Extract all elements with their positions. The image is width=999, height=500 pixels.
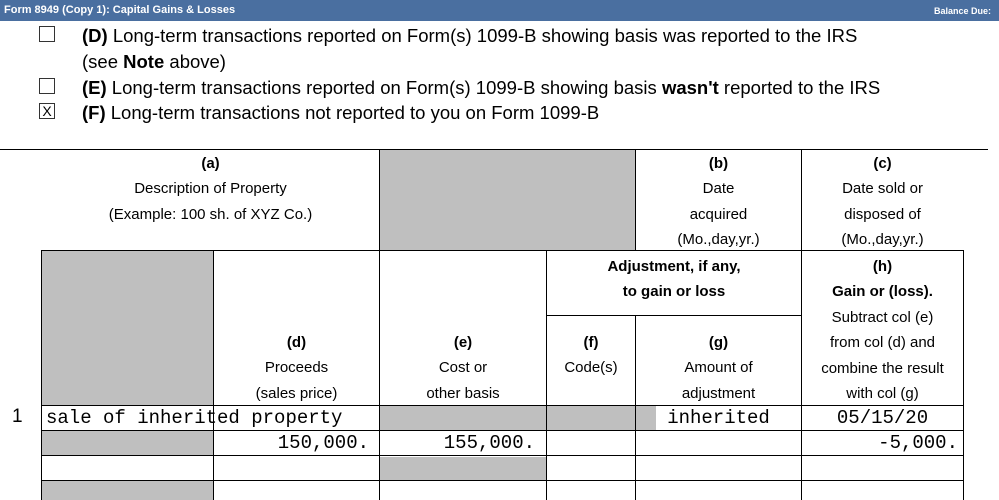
- shaded-cell-top: [380, 150, 635, 250]
- header-h-line5: with col (g): [846, 385, 919, 403]
- header-e-letter: (e): [453, 334, 473, 351]
- header-g-letter: (g): [708, 334, 729, 351]
- header-b-line2: acquired: [689, 205, 748, 223]
- header-g-line1: Amount of: [684, 359, 753, 377]
- option-e-letter: (E): [82, 77, 107, 98]
- option-d-letter: (D): [82, 25, 108, 46]
- header-adjustment-line2: to gain or loss: [622, 283, 726, 301]
- shaded-cell-row1: [380, 406, 656, 430]
- header-col-f: (f) Code(s): [547, 330, 635, 381]
- header-c-line1: Date sold or: [842, 180, 923, 198]
- date-sold-field[interactable]: 05/15/20: [836, 407, 929, 429]
- header-c-line3: (Mo.,day,yr.): [841, 231, 924, 249]
- option-f-letter: (F): [82, 102, 106, 123]
- gain-loss-field[interactable]: -5,000.: [878, 432, 958, 454]
- header-d-line1: Proceeds: [264, 359, 329, 377]
- header-h-line2: Subtract col (e): [831, 308, 934, 326]
- description-field[interactable]: sale of inherited property: [46, 407, 343, 429]
- option-d-label: (D) Long-term transactions reported on F…: [82, 25, 857, 47]
- header-f-letter: (f): [583, 334, 599, 351]
- option-d-note-pre: (see: [82, 51, 124, 72]
- cost-basis-field[interactable]: 155,000.: [443, 432, 535, 454]
- option-f-label: (F) Long-term transactions not reported …: [82, 102, 599, 124]
- header-c-letter: (c): [873, 155, 892, 172]
- window-title-bar: Form 8949 (Copy 1): Capital Gains & Loss…: [0, 0, 999, 21]
- header-b-letter: (b): [708, 155, 729, 172]
- header-h-line3: from col (d) and: [829, 334, 936, 352]
- vline-right: [963, 250, 964, 500]
- option-e-label: (E) Long-term transactions reported on F…: [82, 77, 880, 99]
- row1b-line: [42, 455, 963, 456]
- option-d-note: (see Note above): [82, 51, 226, 73]
- vline-f: [546, 250, 547, 500]
- row1-line-number: 1: [12, 406, 23, 427]
- header-col-b: (b) Date acquired (Mo.,day,yr.): [636, 151, 801, 253]
- checkbox-option-f[interactable]: X: [39, 103, 55, 119]
- header-a-line1: Description of Property: [134, 180, 287, 198]
- header-f-line1: Code(s): [564, 359, 618, 377]
- vline-c: [801, 149, 802, 500]
- shaded-cell-row2b: [42, 481, 213, 500]
- header-h-line4: combine the result: [821, 359, 944, 377]
- header-e-line2: other basis: [426, 384, 500, 402]
- header-e-line1: Cost or: [438, 359, 488, 377]
- option-e-text-bold: wasn't: [661, 77, 719, 98]
- header-a-letter: (a): [201, 155, 220, 172]
- header-d-letter: (d): [286, 334, 307, 351]
- proceeds-field[interactable]: 150,000.: [277, 432, 369, 454]
- balance-due-label: Balance Due:: [933, 6, 991, 16]
- table-top-line: [0, 149, 988, 150]
- header-divider-line: [42, 250, 963, 251]
- checkbox-option-e[interactable]: [39, 78, 55, 94]
- header-col-e: (e) Cost or other basis: [380, 330, 546, 406]
- vline-e: [379, 250, 380, 500]
- adjustment-amount-field[interactable]: [636, 432, 801, 455]
- header-b-line3: (Mo.,day,yr.): [677, 231, 760, 249]
- vline-a: [379, 149, 380, 250]
- option-d-note-post: above): [164, 51, 226, 72]
- row1-line: [42, 430, 963, 431]
- vline-d: [213, 250, 214, 500]
- option-f-text: Long-term transactions not reported to y…: [105, 102, 600, 123]
- vline-g: [635, 315, 636, 500]
- window-title: Form 8949 (Copy 1): Capital Gains & Loss…: [4, 4, 236, 16]
- shaded-cell-row1b: [42, 431, 213, 455]
- option-e-text-post: reported to the IRS: [718, 77, 881, 98]
- header-col-h: (h) Gain or (loss). Subtract col (e) fro…: [802, 254, 963, 406]
- row2-line: [42, 480, 963, 481]
- header-col-d: (d) Proceeds (sales price): [214, 330, 379, 406]
- shaded-cell-left: [42, 251, 213, 406]
- header-d-line2: (sales price): [255, 384, 338, 402]
- header-a-line2: (Example: 100 sh. of XYZ Co.): [108, 205, 313, 223]
- vline-shade: [635, 149, 636, 250]
- header-col-c: (c) Date sold or disposed of (Mo.,day,yr…: [802, 151, 963, 253]
- vline-left: [41, 250, 42, 500]
- header-col-g: (g) Amount of adjustment: [636, 330, 801, 406]
- adjustment-divider-line: [546, 315, 802, 316]
- header-h-letter: (h): [872, 258, 893, 275]
- option-e-text-pre: Long-term transactions reported on Form(…: [106, 77, 662, 98]
- header-adjustment: Adjustment, if any, to gain or loss: [547, 254, 801, 305]
- header-adjustment-line1: Adjustment, if any,: [607, 258, 741, 275]
- header-g-line2: adjustment: [681, 384, 756, 402]
- header-b-line1: Date: [702, 180, 735, 198]
- header-h-line1: Gain or (loss).: [832, 283, 933, 301]
- option-d-note-bold: Note: [123, 51, 165, 72]
- option-d-text: Long-term transactions reported on Form(…: [107, 25, 858, 46]
- header-c-line2: disposed of: [844, 205, 921, 223]
- shaded-cell-row2: [380, 457, 546, 480]
- header-bottom-line: [42, 405, 963, 406]
- checkbox-option-d[interactable]: [39, 26, 55, 42]
- code-field[interactable]: [547, 432, 635, 455]
- date-acquired-field[interactable]: inherited: [667, 407, 770, 429]
- header-col-a: (a) Description of Property (Example: 10…: [42, 151, 379, 227]
